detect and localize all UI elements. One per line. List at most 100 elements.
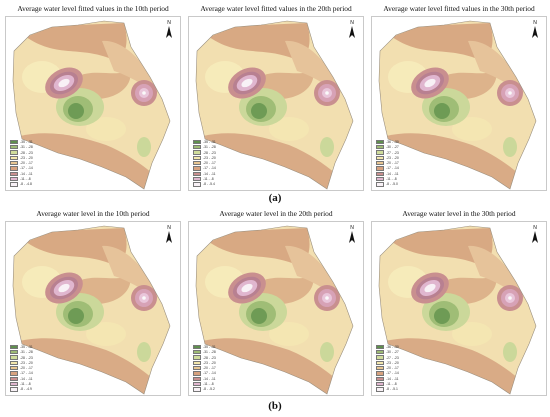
legend-swatch [193,371,201,376]
panel-b-10: Average water level in the 10th period N… [5,209,181,399]
panel-title: Average water level fitted values in the… [17,4,169,13]
legend-label: -28 - -23 [20,150,33,155]
legend-swatch [376,355,384,360]
legend-label: -17 - -14 [20,371,33,376]
map-legend: -35 - -31 -31 - -28 -28 - -23 -23 - -20 -20 … [193,344,216,392]
legend-item: -23 - -20 [193,155,216,161]
map-legend: -36 - -30 -30 - -27 -27 - -23 -23 - -20 -20 … [376,139,399,187]
legend-label: -14 - -11 [203,376,216,381]
legend-label: -23 - -20 [20,360,33,365]
legend-swatch [376,150,384,155]
legend-item: -36 - -30 [376,139,399,145]
legend-label: -31 - -28 [20,350,33,355]
legend-label: -30 - -27 [386,145,399,150]
legend-swatch [376,155,384,161]
panel-a-20: Average water level fitted values in the… [188,4,364,194]
legend-item: -11 - -8 [376,381,399,387]
legend-swatch [193,176,201,182]
legend-swatch [376,350,384,355]
legend-item: -35 - -31 [10,344,33,350]
legend-swatch [376,139,384,145]
legend-label: -8 - -5.1 [386,387,398,392]
legend-item: -35 - -31 [193,139,216,145]
legend-label: -8 - -5.0 [386,182,398,187]
legend-swatch [10,155,18,161]
legend-item: -8 - -5.0 [376,182,399,187]
legend-swatch [193,360,201,366]
legend-item: -36 - -30 [376,344,399,350]
legend-swatch [10,176,18,182]
legend-swatch [376,344,384,350]
legend-swatch [193,160,201,166]
legend-label: -11 - -8 [386,177,397,182]
legend-swatch [10,145,18,150]
legend-item: -23 - -20 [10,360,33,366]
north-arrow-icon: N [347,225,357,246]
legend-label: -20 - -17 [386,366,399,371]
legend-label: -36 - -30 [386,139,399,144]
legend-label: -35 - -31 [203,139,216,144]
legend-item: -8 - -4.9 [10,387,33,392]
map-frame: N -35 - -31 -31 - -28 -28 - -23 -23 - -20 -2… [5,16,181,191]
legend-swatch [376,160,384,166]
north-arrow-icon: N [530,20,540,41]
legend-swatch [10,387,18,392]
caption-a: (a) [268,192,282,204]
panel-a-30: Average water level fitted values in the… [371,4,547,194]
legend-swatch [376,182,384,187]
panel-b-20: Average water level in the 20th period N… [188,209,364,399]
legend-item: -8 - -4.8 [10,182,33,187]
legend-label: -17 - -14 [386,371,399,376]
legend-label: -17 - -14 [203,371,216,376]
legend-swatch [193,145,201,150]
legend-swatch [376,166,384,171]
legend-item: -35 - -31 [10,139,33,145]
legend-item: -31 - -28 [193,145,216,150]
legend-item: -28 - -23 [10,355,33,360]
legend-swatch [10,365,18,371]
legend-swatch [193,182,201,187]
legend-label: -35 - -31 [20,139,33,144]
legend-item: -14 - -11 [376,376,399,381]
legend-swatch [376,171,384,176]
legend-item: -17 - -14 [376,166,399,171]
legend-swatch [193,150,201,155]
legend-label: -11 - -8 [203,382,214,387]
legend-swatch [193,376,201,381]
legend-label: -11 - -8 [20,382,31,387]
map-legend: -36 - -30 -30 - -27 -27 - -23 -23 - -20 -20 … [376,344,399,392]
legend-label: -35 - -31 [203,344,216,349]
panel-b-30: Average water level in the 30th period N… [371,209,547,399]
legend-swatch [193,350,201,355]
north-label: N [533,225,537,231]
north-arrow-icon: N [164,225,174,246]
legend-item: -14 - -11 [10,171,33,176]
north-arrow-icon: N [347,20,357,41]
legend-swatch [193,365,201,371]
legend-label: -14 - -11 [386,171,399,176]
legend-label: -14 - -11 [20,171,33,176]
legend-label: -20 - -17 [20,161,33,166]
legend-swatch [193,155,201,161]
legend-swatch [10,344,18,350]
panel-title: Average water level in the 30th period [402,209,516,218]
map-frame: N -36 - -30 -30 - -27 -27 - -23 -23 - -20 -2… [371,16,547,191]
legend-swatch [193,381,201,387]
legend-item: -23 - -20 [376,360,399,366]
legend-item: -30 - -27 [376,145,399,150]
legend-item: -20 - -17 [193,365,216,371]
legend-swatch [193,387,201,392]
legend-swatch [10,139,18,145]
panel-title: Average water level in the 10th period [36,209,150,218]
legend-label: -28 - -23 [203,150,216,155]
legend-label: -14 - -11 [386,376,399,381]
legend-label: -20 - -17 [203,161,216,166]
legend-label: -14 - -11 [203,171,216,176]
legend-item: -27 - -23 [376,150,399,155]
legend-swatch [10,376,18,381]
north-label: N [533,20,537,26]
panel-title: Average water level fitted values in the… [200,4,352,13]
legend-swatch [193,139,201,145]
legend-item: -17 - -14 [193,166,216,171]
legend-swatch [10,360,18,366]
